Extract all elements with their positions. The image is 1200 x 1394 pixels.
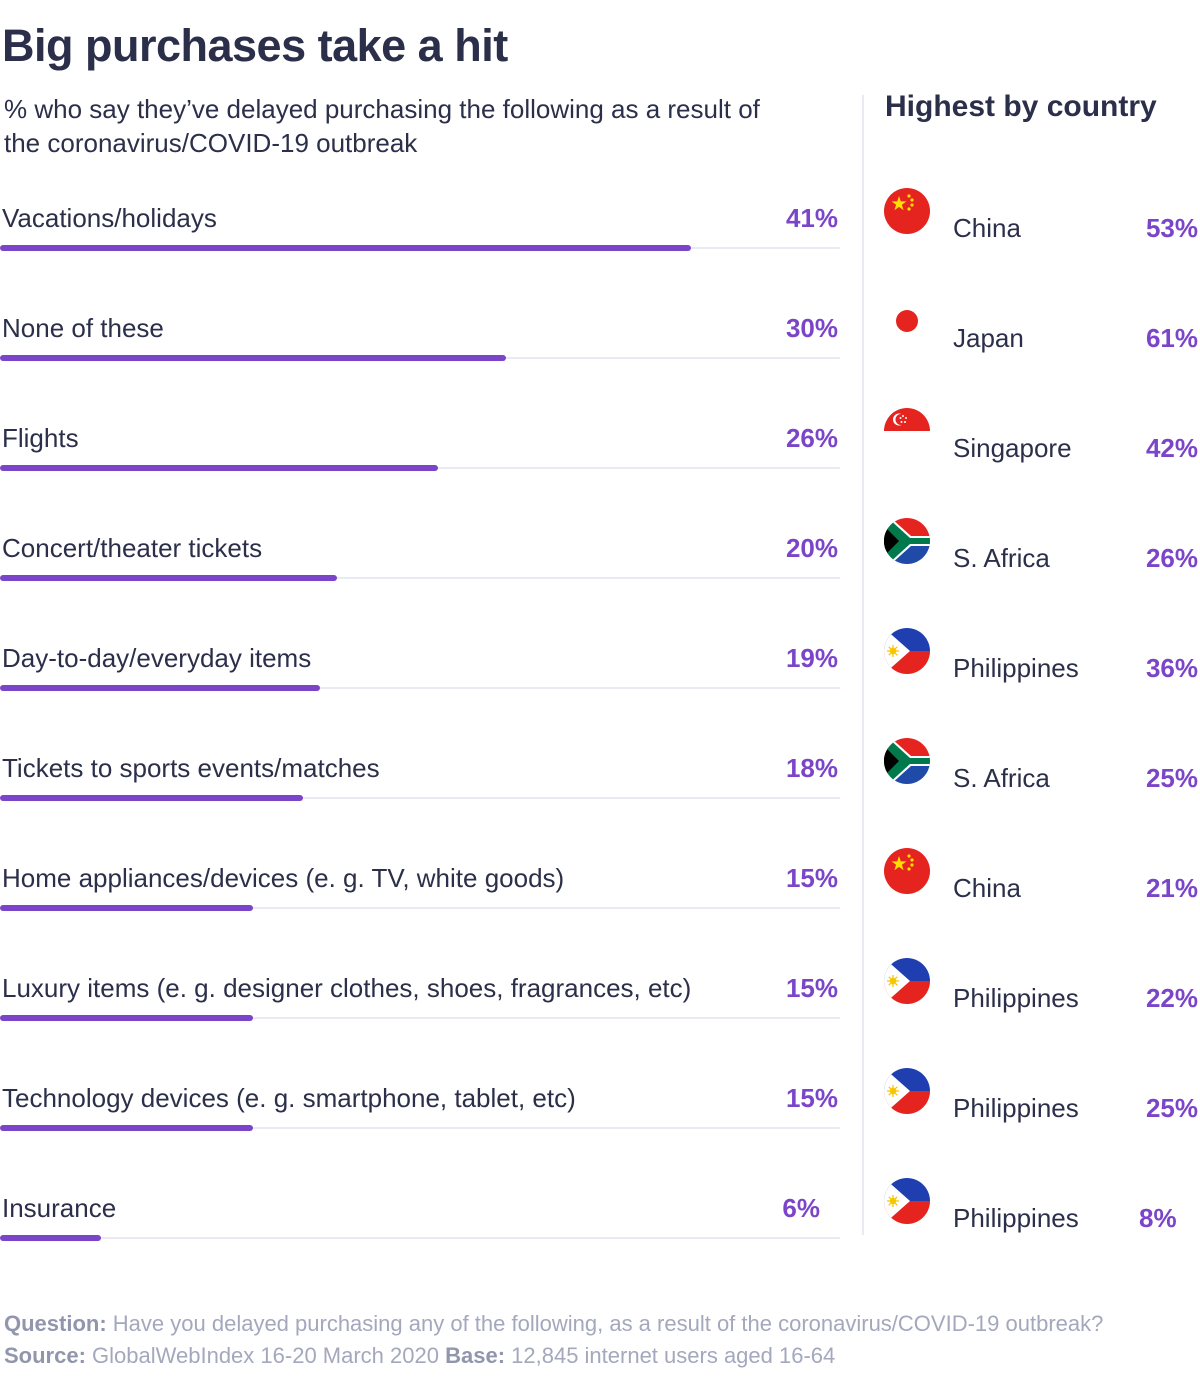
bar-track [0,797,840,799]
philippines-flag-icon [884,958,930,1004]
footnote-question-label: Question: [4,1311,107,1336]
bar-value-label: 26% [785,423,838,453]
bar [0,1235,101,1241]
bar-value-label: 18% [785,753,838,783]
bar-row: Luxury items (e. g. designer clothes, sh… [0,958,1200,1080]
country-value-label: 25% [1145,1093,1198,1123]
bar-track [0,1127,840,1129]
country-name: China [953,873,1021,903]
footnote-base-label: Base: [445,1343,506,1368]
bar-row: None of these 30% Japan 61% [0,298,1200,420]
country-value-label: 53% [1145,213,1198,243]
footnote-question-text: Have you delayed purchasing any of the f… [112,1311,1104,1336]
footnote-source-label: Source: [4,1343,86,1368]
bar-value-label: 19% [785,643,838,673]
bar-track [0,1237,840,1239]
bar [0,905,253,911]
bar [0,575,337,581]
south-africa-flag-icon [884,738,930,784]
category-label: Vacations/holidays [2,203,217,233]
china-flag-icon [884,848,930,894]
bar-row: Home appliances/devices (e. g. TV, white… [0,848,1200,970]
country-value-label: 8% [1139,1203,1177,1233]
bar-value-label: 20% [785,533,838,563]
side-panel-title: Highest by country [885,90,1157,123]
country-value-label: 22% [1145,983,1198,1013]
south-africa-flag-icon [884,518,930,564]
country-name: Philippines [953,1203,1079,1233]
philippines-flag-icon [884,1068,930,1114]
bar-row: Day-to-day/everyday items 19% Philippines 3… [0,628,1200,750]
footnote-base-text: 12,845 internet users aged 16-64 [511,1343,836,1368]
country-value-label: 42% [1145,433,1198,463]
bar-row: Insurance 6% Philippines 8% [0,1178,1200,1300]
country-value-label: 26% [1145,543,1198,573]
bar-row: Concert/theater tickets 20% S. Africa 26% [0,518,1200,640]
category-label: Tickets to sports events/matches [2,753,380,783]
bar-value-label: 30% [785,313,838,343]
bar-track [0,1017,840,1019]
bar-value-label: 15% [785,973,838,1003]
bar-value-label: 41% [785,203,838,233]
singapore-flag-icon [884,408,930,454]
column-divider [862,95,864,1235]
footnote: Question: Have you delayed purchasing an… [4,1308,1144,1372]
bar-row: Flights 26% Singapore 42% [0,408,1200,530]
chart-subtitle: % who say they’ve delayed purchasing the… [4,94,760,158]
category-label: Technology devices (e. g. smartphone, ta… [2,1083,576,1113]
country-value-label: 61% [1145,323,1198,353]
country-value-label: 21% [1145,873,1198,903]
bar-value-label: 6% [782,1193,820,1223]
category-label: Day-to-day/everyday items [2,643,312,673]
category-label: Flights [2,423,79,453]
country-value-label: 36% [1145,653,1198,683]
bar-track [0,907,840,909]
bar [0,465,438,471]
country-name: S. Africa [953,763,1050,793]
bar-track [0,577,840,579]
chart-title: Big purchases take a hit [2,20,508,71]
bar-track [0,687,840,689]
china-flag-icon [884,188,930,234]
footnote-source-text: GlobalWebIndex 16-20 March 2020 [92,1343,439,1368]
country-name: China [953,213,1021,243]
philippines-flag-icon [884,628,930,674]
country-name: Philippines [953,1093,1079,1123]
country-name: Japan [953,323,1024,353]
bar-row: Tickets to sports events/matches 18% S. Af… [0,738,1200,860]
bar-row: Technology devices (e. g. smartphone, ta… [0,1068,1200,1190]
bar [0,685,320,691]
bar [0,1125,253,1131]
country-value-label: 25% [1145,763,1198,793]
country-name: Singapore [953,433,1072,463]
country-name: S. Africa [953,543,1050,573]
philippines-flag-icon [884,1178,930,1224]
country-name: Philippines [953,653,1079,683]
bar [0,1015,253,1021]
bar-value-label: 15% [785,863,838,893]
country-name: Philippines [953,983,1079,1013]
category-label: Concert/theater tickets [2,533,263,563]
bar [0,355,506,361]
category-label: None of these [2,313,164,343]
category-label: Home appliances/devices (e. g. TV, white… [2,863,565,893]
category-label: Luxury items (e. g. designer clothes, sh… [2,973,692,1003]
bar-row: Vacations/holidays 41% China 53% [0,188,1200,310]
category-label: Insurance [2,1193,117,1223]
bar [0,795,303,801]
bar [0,245,691,251]
japan-flag-icon [884,298,930,344]
bar-value-label: 15% [785,1083,838,1113]
